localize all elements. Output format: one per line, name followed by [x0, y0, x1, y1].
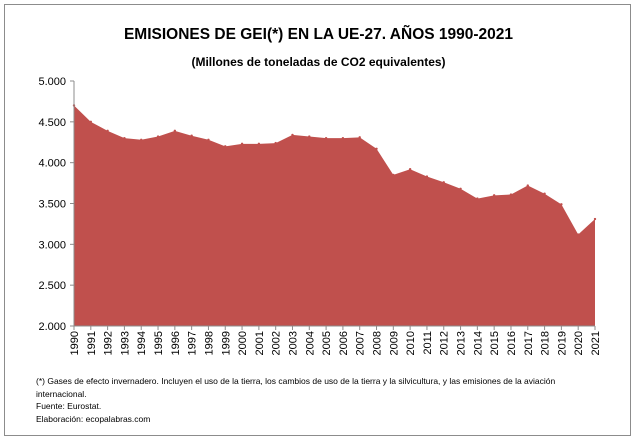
- x-tick-label: 1991: [86, 331, 98, 355]
- chart-title: EMISIONES DE GEI(*) EN LA UE-27. AÑOS 19…: [123, 26, 514, 43]
- emissions-area: [74, 105, 595, 326]
- data-point-2002: [274, 141, 277, 145]
- x-tick-label: 2013: [456, 331, 468, 355]
- x-tick-label: 2006: [338, 331, 350, 355]
- y-tick-label: 4.500: [38, 117, 66, 129]
- chart-notes: (*) Gases de efecto invernadero. Incluye…: [36, 375, 606, 425]
- data-point-2009: [392, 173, 395, 177]
- data-point-2018: [543, 192, 546, 195]
- y-tick-label: 3.000: [38, 239, 66, 251]
- data-point-1991: [89, 120, 93, 124]
- data-point-2014: [476, 197, 479, 200]
- y-tick-label: 2.500: [38, 280, 66, 292]
- x-tick-label: 2014: [472, 331, 484, 355]
- data-point-1994: [140, 138, 143, 141]
- x-tick-label: 2004: [304, 331, 316, 355]
- x-tick-label: 2020: [573, 331, 585, 355]
- credit-note: Elaboración: ecopalabras.com: [36, 413, 151, 424]
- data-point-2003: [291, 133, 294, 137]
- x-tick-label: 1990: [69, 331, 81, 355]
- x-tick-label: 2012: [439, 331, 451, 355]
- data-point-2015: [492, 194, 496, 197]
- data-point-2001: [257, 142, 261, 146]
- x-tick-label: 2003: [287, 331, 299, 355]
- x-tick-label: 1998: [203, 331, 215, 355]
- data-point-1997: [190, 134, 193, 137]
- x-tick-label: 2018: [540, 331, 552, 355]
- x-tick-label: 2007: [355, 331, 367, 355]
- x-tick-label: 2019: [556, 331, 568, 355]
- data-point-2004: [308, 135, 311, 138]
- source-note: Fuente: Eurostat.: [36, 401, 102, 411]
- x-tick-label: 1992: [103, 331, 115, 355]
- data-point-2017: [526, 184, 529, 187]
- data-point-2019: [560, 203, 563, 206]
- data-point-2010: [408, 168, 412, 171]
- x-tick-label: 1997: [187, 331, 199, 355]
- x-tick-label: 2015: [489, 331, 501, 355]
- x-tick-label: 2017: [523, 331, 535, 355]
- x-tick-label: 2010: [405, 331, 417, 355]
- x-tick-label: 2002: [271, 331, 283, 355]
- data-point-1992: [106, 129, 109, 133]
- x-tick-label: 2009: [388, 331, 400, 355]
- x-tick-label: 2008: [372, 331, 384, 355]
- x-tick-label: 2021: [590, 331, 602, 355]
- chart-subtitle: (Millones de toneladas de CO2 equivalent…: [191, 55, 446, 69]
- x-tick-label: 1994: [136, 331, 148, 355]
- x-tick-label: 2005: [321, 331, 333, 355]
- x-tick-label: 2000: [237, 331, 249, 355]
- data-point-1996: [173, 129, 177, 133]
- x-tick-label: 1996: [170, 331, 182, 355]
- data-point-2012: [442, 181, 445, 184]
- data-point-1998: [207, 138, 210, 141]
- y-tick-label: 2.000: [38, 321, 66, 333]
- data-point-2011: [425, 175, 429, 178]
- x-tick-label: 1999: [220, 331, 232, 355]
- data-point-2006: [341, 136, 345, 140]
- data-point-1993: [123, 136, 126, 140]
- data-point-2016: [509, 193, 513, 196]
- data-point-2021: [593, 217, 597, 221]
- x-tick-label: 2016: [506, 331, 518, 355]
- x-tick-label: 1993: [119, 331, 131, 355]
- data-point-2005: [324, 136, 328, 140]
- y-tick-label: 3.500: [38, 199, 66, 211]
- footnote: (*) Gases de efecto invernadero. Incluye…: [36, 376, 556, 399]
- data-point-1999: [224, 145, 227, 148]
- x-tick-label: 1995: [153, 331, 165, 355]
- data-point-2000: [240, 142, 244, 146]
- x-tick-label: 2011: [422, 331, 434, 355]
- data-point-2008: [375, 147, 378, 150]
- data-point-2020: [576, 233, 580, 236]
- x-tick-label: 2001: [254, 331, 266, 355]
- y-tick-label: 4.000: [38, 158, 66, 170]
- data-point-2007: [358, 136, 361, 139]
- data-point-2013: [459, 187, 462, 190]
- data-point-1995: [156, 135, 160, 138]
- y-tick-label: 5.000: [38, 76, 66, 88]
